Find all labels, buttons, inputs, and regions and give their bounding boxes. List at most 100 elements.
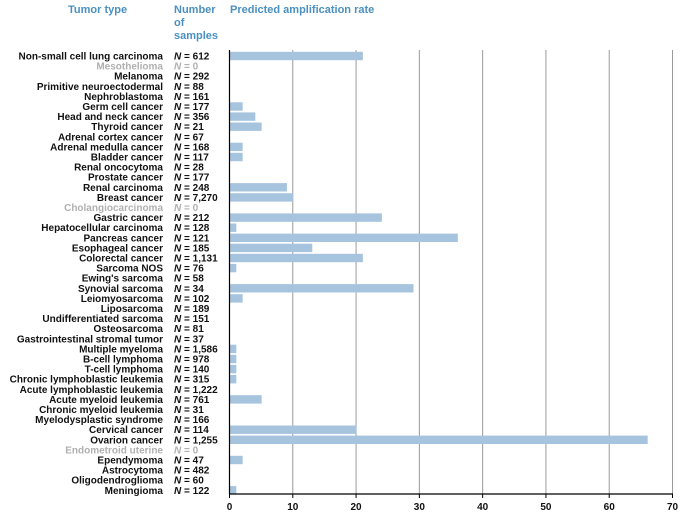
n-value: = 151 [181, 314, 210, 325]
n-symbol: N [174, 264, 182, 275]
tumor-type-label: Thyroid cancer [91, 122, 163, 133]
tumor-type-label: Adrenal medulla cancer [50, 142, 163, 153]
sample-count-label: N = 76 [174, 264, 204, 275]
x-tick-label: 50 [540, 502, 552, 513]
n-symbol: N [174, 254, 182, 265]
tumor-type-label: Gastric cancer [94, 213, 164, 224]
tumor-type-label: Esophageal cancer [72, 243, 163, 254]
tumor-type-label: Renal oncocytoma [74, 163, 163, 174]
n-symbol: N [174, 173, 182, 184]
n-symbol: N [174, 62, 182, 73]
sample-count-label: N = 140 [174, 365, 210, 376]
n-symbol: N [174, 223, 182, 234]
sample-count-label: N = 1,131 [174, 254, 218, 265]
n-value: = 122 [181, 486, 210, 497]
tumor-type-label: Acute myeloid leukemia [49, 395, 163, 406]
sample-count-label: N = 34 [174, 284, 204, 295]
n-symbol: N [174, 153, 182, 164]
sample-count-label: N = 212 [174, 213, 210, 224]
x-tick-label: 70 [667, 502, 679, 513]
sample-count-label: N = 761 [174, 395, 210, 406]
n-value: = 7,270 [181, 193, 218, 204]
n-value: = 81 [181, 324, 204, 335]
sample-count-label: N = 177 [174, 173, 210, 184]
tumor-type-label: Sarcoma NOS [96, 264, 163, 275]
tumor-type-label: Gastrointestinal stromal tumor [17, 334, 163, 345]
n-value: = 0 [181, 203, 198, 214]
bar [230, 183, 287, 192]
n-value: = 185 [181, 243, 210, 254]
n-value: = 248 [181, 183, 210, 194]
x-axis: 0 10 20 30 40 50 60 70 [227, 50, 679, 513]
sample-count-label: N = 978 [174, 355, 210, 366]
sample-count-label: N = 67 [174, 132, 204, 143]
sample-count-label: N = 166 [174, 415, 210, 426]
bar [230, 213, 382, 222]
sample-count-label: N = 612 [174, 52, 210, 63]
n-symbol: N [174, 395, 182, 406]
n-value: = 0 [181, 445, 198, 456]
bar [230, 112, 256, 121]
n-symbol: N [174, 476, 182, 487]
gridlines [292, 50, 673, 494]
tumor-type-label: Oligodendroglioma [71, 476, 163, 487]
tumor-type-label: Nephroblastoma [84, 92, 163, 103]
bar [230, 193, 294, 202]
bar [230, 284, 414, 293]
n-value: = 88 [181, 82, 204, 93]
bar [230, 243, 313, 253]
n-value: = 67 [181, 132, 204, 143]
n-symbol: N [174, 102, 182, 113]
n-symbol: N [174, 486, 182, 497]
n-value: = 102 [181, 294, 210, 305]
sample-count-label: N = 102 [174, 294, 210, 305]
sample-count-label: N = 128 [174, 223, 210, 234]
n-symbol: N [174, 385, 182, 396]
n-value: = 114 [181, 425, 209, 436]
sample-count-label: N = 161 [174, 92, 210, 103]
sample-count-label: N = 28 [174, 163, 204, 174]
tumor-type-label: Ependymoma [97, 456, 163, 467]
header-samples-line-1: Number [174, 4, 216, 16]
n-symbol: N [174, 243, 182, 254]
n-value: = 76 [181, 264, 204, 275]
n-value: = 189 [181, 304, 210, 315]
tumor-type-label: Hepatocellular carcinoma [41, 223, 163, 234]
tumor-type-label: Endometroid uterine [65, 445, 163, 456]
n-symbol: N [174, 445, 182, 456]
bar [230, 486, 237, 495]
sample-count-label: N = 151 [174, 314, 210, 325]
n-value: = 34 [181, 284, 204, 295]
sample-count-label: N = 482 [174, 466, 210, 477]
n-symbol: N [174, 142, 182, 153]
n-symbol: N [174, 415, 182, 426]
n-value: = 0 [181, 62, 198, 73]
bar [230, 233, 458, 242]
n-value: = 60 [181, 476, 204, 487]
sample-count-label: N = 122 [174, 486, 210, 497]
n-symbol: N [174, 233, 182, 244]
n-symbol: N [174, 365, 182, 376]
n-value: = 128 [181, 223, 210, 234]
bar [230, 142, 243, 152]
tumor-type-label: Prostate cancer [88, 173, 163, 184]
n-value: = 117 [181, 153, 209, 164]
n-value: = 292 [181, 72, 210, 83]
n-value: = 177 [181, 173, 210, 184]
tumor-type-label: Synovial sarcoma [78, 284, 163, 295]
sample-count-label: N = 189 [174, 304, 210, 315]
bar [230, 375, 237, 384]
n-symbol: N [174, 294, 182, 305]
sample-count-label: N = 81 [174, 324, 204, 335]
n-value: = 121 [181, 233, 210, 244]
tumor-type-label: Leiomyosarcoma [81, 294, 164, 305]
tumor-type-label: Undifferentiated sarcoma [42, 314, 163, 325]
n-value: = 1,131 [181, 254, 218, 265]
tumor-type-label: Cervical cancer [89, 425, 163, 436]
tumor-type-label: Adrenal cortex cancer [58, 132, 163, 143]
n-value: = 58 [181, 274, 204, 285]
tumor-type-label: Myelodysplastic syndrome [35, 415, 163, 426]
x-tick-label: 60 [604, 502, 616, 513]
tumor-type-label: B-cell lymphoma [83, 355, 163, 366]
tumor-type-label: Breast cancer [97, 193, 163, 204]
